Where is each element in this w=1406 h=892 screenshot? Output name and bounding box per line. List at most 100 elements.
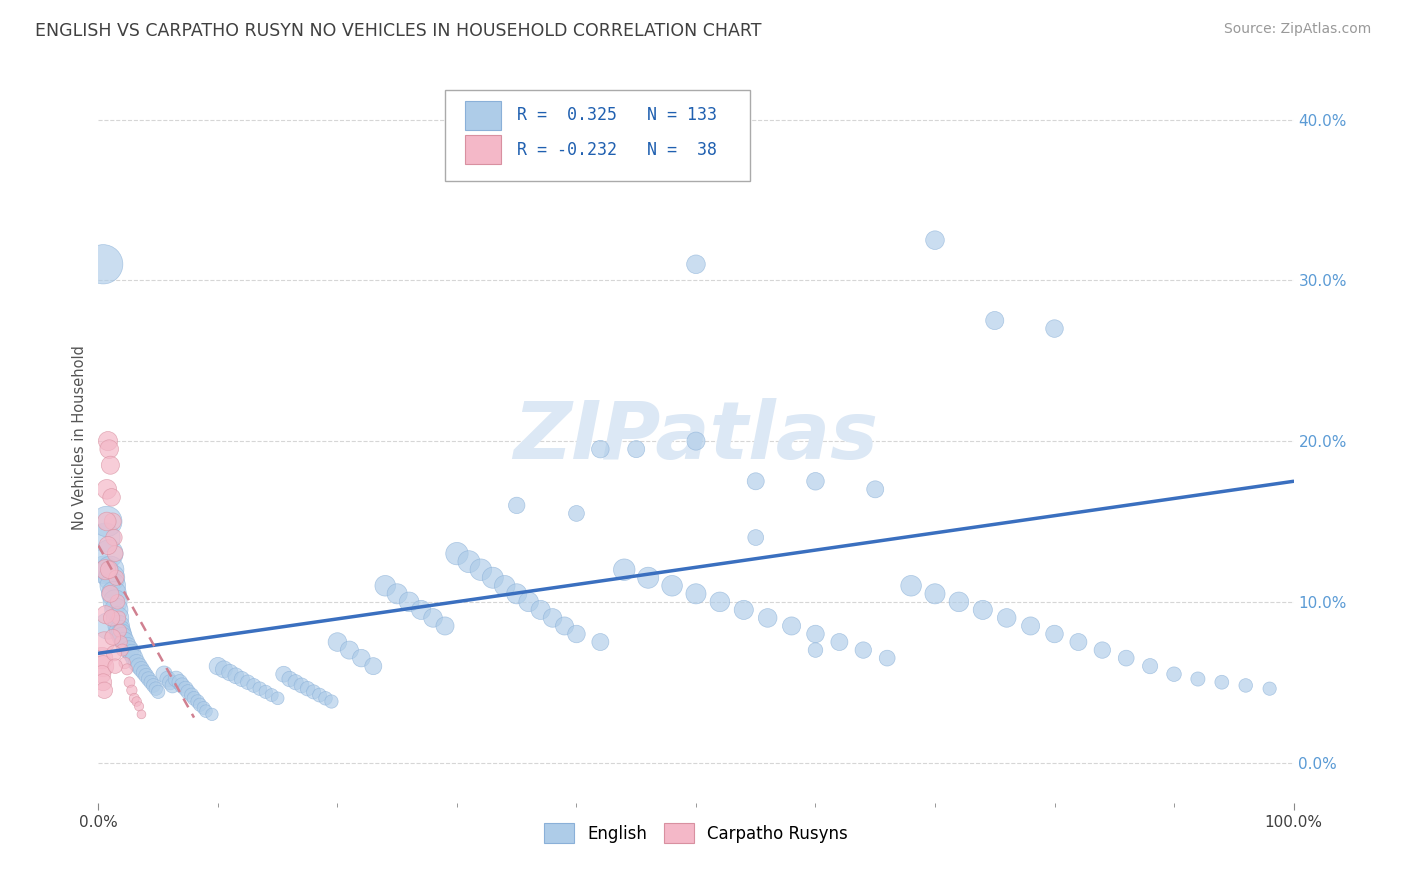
Point — [321, 694, 343, 708]
Point — [212, 662, 235, 676]
Point — [733, 603, 755, 617]
Point — [125, 694, 148, 708]
Point — [411, 603, 433, 617]
Point — [124, 651, 146, 665]
Point — [1258, 681, 1281, 696]
Point — [541, 611, 564, 625]
Point — [613, 563, 636, 577]
Text: R = -0.232   N =  38: R = -0.232 N = 38 — [517, 141, 717, 159]
Point — [114, 656, 136, 670]
Point — [135, 669, 157, 683]
Point — [172, 678, 194, 692]
Point — [1115, 651, 1137, 665]
Point — [108, 624, 131, 638]
Point — [104, 659, 127, 673]
Point — [446, 547, 468, 561]
Point — [398, 595, 420, 609]
Point — [363, 659, 385, 673]
Point — [385, 587, 409, 601]
Point — [94, 607, 117, 622]
Point — [219, 665, 242, 680]
Point — [98, 547, 121, 561]
Point — [685, 434, 707, 449]
Point — [180, 688, 202, 702]
Point — [118, 675, 141, 690]
Point — [804, 643, 827, 657]
Point — [828, 635, 851, 649]
Point — [105, 603, 128, 617]
Point — [96, 483, 118, 497]
Point — [187, 694, 209, 708]
Point — [565, 507, 588, 521]
Point — [128, 699, 150, 714]
Point — [103, 646, 125, 660]
Point — [1043, 627, 1066, 641]
Point — [110, 627, 132, 641]
Point — [110, 635, 132, 649]
Point — [1067, 635, 1090, 649]
Point — [207, 659, 229, 673]
Point — [350, 651, 373, 665]
Point — [876, 651, 898, 665]
Point — [924, 587, 946, 601]
Point — [118, 643, 141, 657]
Point — [131, 707, 153, 722]
Point — [589, 635, 612, 649]
Point — [128, 659, 150, 673]
Point — [107, 611, 129, 625]
Point — [111, 630, 134, 644]
Point — [100, 611, 122, 625]
Point — [165, 672, 187, 686]
Point — [94, 563, 117, 577]
Point — [297, 681, 319, 696]
Point — [153, 667, 176, 681]
Point — [685, 587, 707, 601]
Point — [326, 635, 349, 649]
Point — [530, 603, 553, 617]
Point — [745, 475, 768, 489]
Point — [852, 643, 875, 657]
Point — [195, 704, 218, 718]
Point — [115, 662, 138, 676]
Point — [1139, 659, 1161, 673]
Point — [98, 563, 122, 577]
Point — [132, 665, 155, 680]
Point — [284, 675, 307, 690]
Point — [183, 691, 205, 706]
Point — [470, 563, 492, 577]
Point — [100, 571, 122, 585]
Point — [900, 579, 922, 593]
Point — [91, 651, 114, 665]
Point — [103, 531, 125, 545]
Point — [804, 627, 827, 641]
Point — [121, 646, 143, 660]
Point — [637, 571, 659, 585]
Point — [107, 619, 129, 633]
Point — [97, 539, 120, 553]
Point — [1163, 667, 1185, 681]
Point — [156, 672, 179, 686]
Point — [93, 635, 115, 649]
Point — [236, 675, 259, 690]
Legend: English, Carpatho Rusyns: English, Carpatho Rusyns — [537, 817, 855, 849]
Point — [93, 563, 115, 577]
FancyBboxPatch shape — [446, 90, 749, 181]
Text: ZIPatlas: ZIPatlas — [513, 398, 879, 476]
Point — [91, 675, 114, 690]
Point — [193, 701, 215, 715]
Point — [865, 483, 887, 497]
Text: ENGLISH VS CARPATHO RUSYN NO VEHICLES IN HOUSEHOLD CORRELATION CHART: ENGLISH VS CARPATHO RUSYN NO VEHICLES IN… — [35, 22, 762, 40]
Point — [121, 683, 143, 698]
Point — [267, 691, 290, 706]
Point — [709, 595, 731, 609]
Point — [101, 630, 124, 644]
Point — [1091, 643, 1114, 657]
Point — [131, 662, 153, 676]
Point — [103, 587, 125, 601]
Point — [434, 619, 457, 633]
Point — [1043, 321, 1066, 335]
Point — [780, 619, 803, 633]
Point — [162, 678, 184, 692]
Point — [260, 688, 283, 702]
Point — [254, 685, 277, 699]
